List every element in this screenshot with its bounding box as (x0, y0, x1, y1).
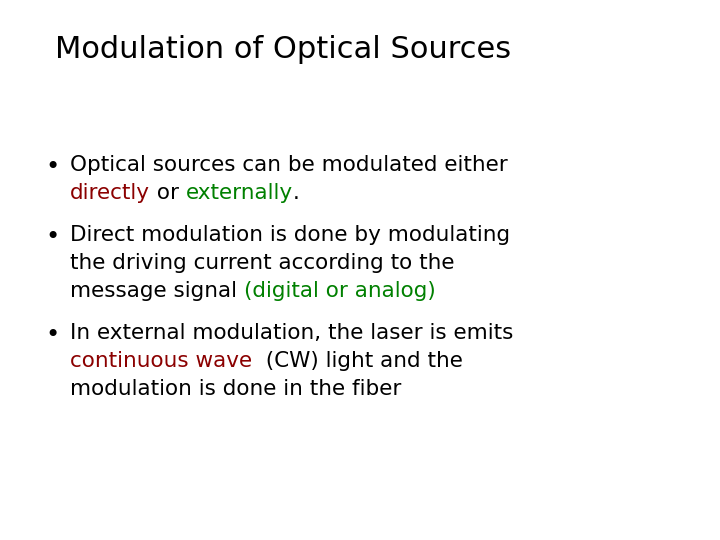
Text: •: • (45, 323, 59, 347)
Text: directly: directly (70, 183, 150, 203)
Text: continuous wave: continuous wave (70, 351, 252, 371)
Text: the driving current according to the: the driving current according to the (70, 253, 454, 273)
Text: .: . (293, 183, 300, 203)
Text: modulation is done in the fiber: modulation is done in the fiber (70, 379, 401, 399)
Text: or: or (150, 183, 186, 203)
Text: Direct modulation is done by modulating: Direct modulation is done by modulating (70, 225, 510, 245)
Text: Optical sources can be modulated either: Optical sources can be modulated either (70, 155, 508, 175)
Text: (CW) light and the: (CW) light and the (252, 351, 463, 371)
Text: •: • (45, 225, 59, 249)
Text: (digital or analog): (digital or analog) (244, 281, 436, 301)
Text: Modulation of Optical Sources: Modulation of Optical Sources (55, 35, 511, 64)
Text: In external modulation, the laser is emits: In external modulation, the laser is emi… (70, 323, 513, 343)
Text: externally: externally (186, 183, 293, 203)
Text: message signal: message signal (70, 281, 244, 301)
Text: •: • (45, 155, 59, 179)
